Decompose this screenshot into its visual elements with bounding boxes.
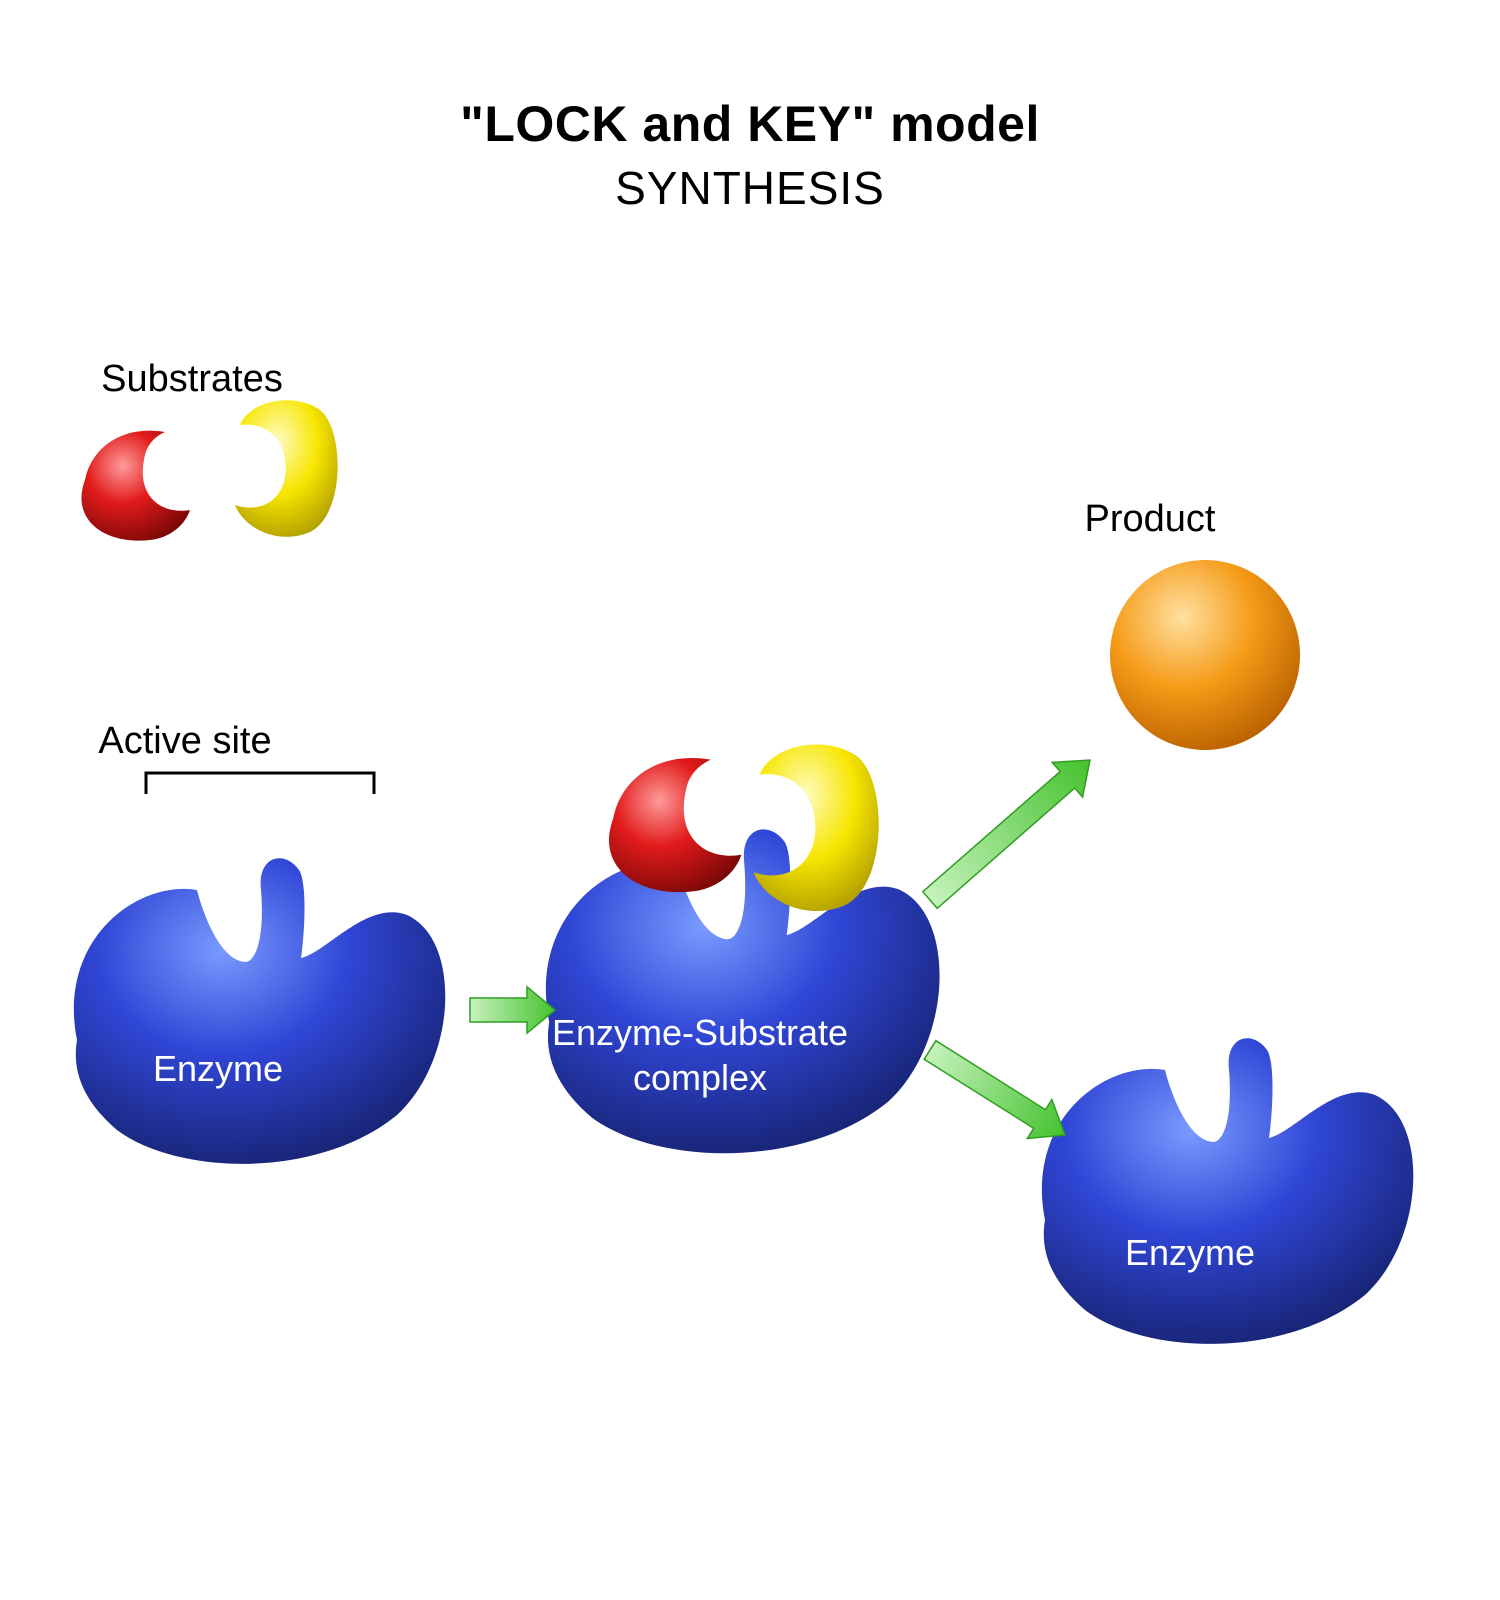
product-label: Product (950, 498, 1350, 541)
enzyme-1-label: Enzyme (18, 1048, 418, 1090)
diagram-stage: "LOCK and KEY" model SYNTHESIS (0, 0, 1500, 1600)
substrates-label: Substrates (0, 358, 392, 401)
arrows (0, 0, 1500, 1600)
enzyme-2-label: Enzyme (990, 1232, 1390, 1274)
active-site-bracket (145, 772, 375, 798)
enzyme-complex-label: Enzyme-Substrate complex (500, 1010, 900, 1100)
active-site-label: Active site (0, 720, 385, 763)
